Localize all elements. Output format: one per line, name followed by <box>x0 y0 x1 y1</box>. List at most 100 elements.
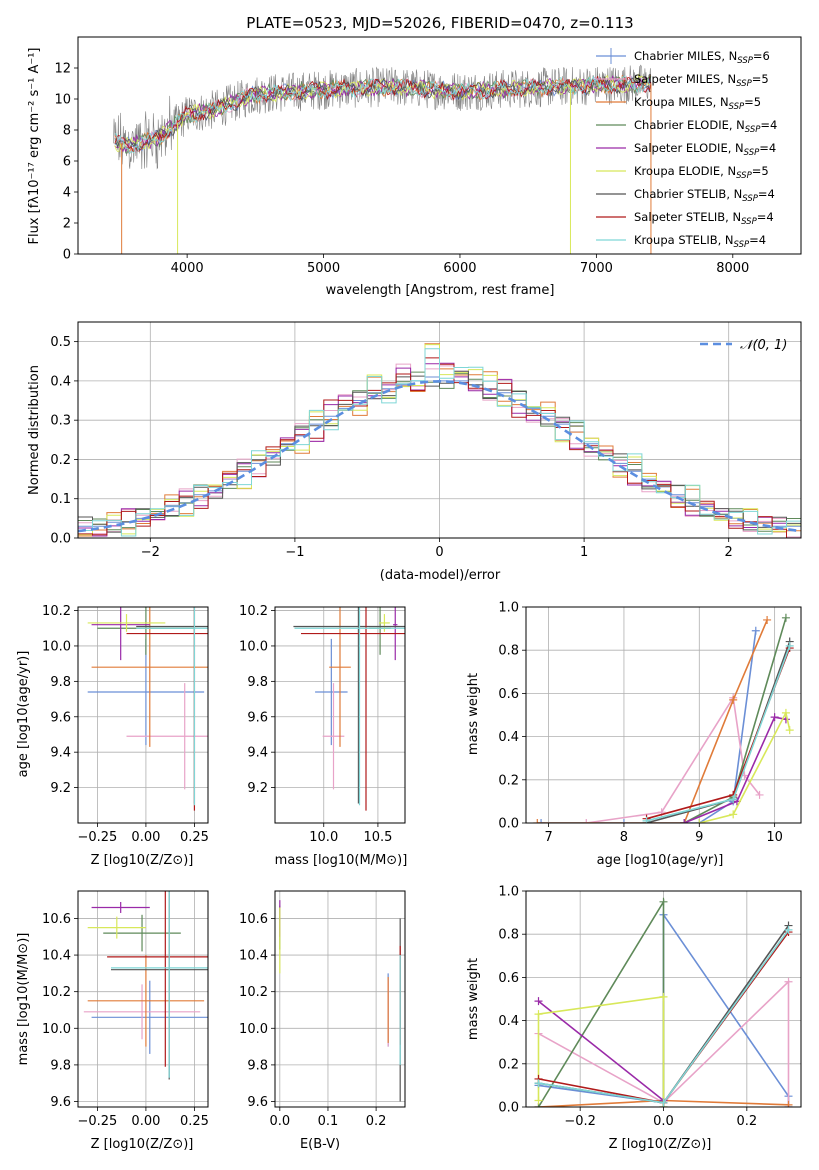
y-tick-label: 0.6 <box>498 971 519 986</box>
histogram-step-chabrier_stelib <box>78 370 801 533</box>
weight-marker-kroupa_elodie <box>659 992 668 1001</box>
x-tick-label: 8 <box>620 830 628 845</box>
axes-frame <box>77 36 802 255</box>
weight-marker-kroupa_stelib <box>659 1098 668 1107</box>
axes-frame <box>525 606 802 824</box>
y-tick-label: 0.5 <box>50 335 71 350</box>
legend-entry: Kroupa MILES, NSSP=5 <box>634 95 761 112</box>
plot-area <box>533 613 794 823</box>
model-spectrum-salpeter_elodie <box>114 75 652 153</box>
legend-tail: =4 <box>749 233 766 247</box>
x-tick-label: 4000 <box>171 261 204 276</box>
weight-marker-salpeter_miles <box>582 819 591 823</box>
y-tick-label: 0.8 <box>498 928 519 943</box>
mass-ebv-xlabel: E(B-V) <box>300 1137 340 1152</box>
legend-entry: Kroupa ELODIE, NSSP=5 <box>634 164 769 181</box>
legend-tail: =4 <box>758 187 775 201</box>
y-tick-label: 10.2 <box>239 985 268 1000</box>
y-tick-label: 9.6 <box>50 710 71 725</box>
spectrum-ylabel: Flux [fλ10⁻¹⁷ erg cm⁻² s⁻¹ A⁻¹] <box>27 48 42 245</box>
spectrum-panel: 4000 5000 6000 7000 8000 0 2 4 6 8 10 12 Chabrier MI… <box>54 36 802 276</box>
age-vs-z-panel: −0.25 0.00 0.25 9.2 9.4 9.6 9.8 10.0 10.2 <box>42 604 209 845</box>
y-tick-label: 10.0 <box>42 639 71 654</box>
y-tick-label: 9.4 <box>247 746 268 761</box>
legend-subscript: SSP <box>736 171 752 181</box>
legend-entry: Chabrier STELIB, NSSP=4 <box>634 187 775 204</box>
weight-marker-kroupa_miles <box>729 695 738 704</box>
x-tick-label: 9 <box>695 830 703 845</box>
x-tick-label: 7000 <box>580 261 613 276</box>
mass-vs-z-panel: −0.25 0.00 0.25 9.6 9.8 10.0 10.2 10.4 10.6 <box>42 890 209 1129</box>
legend-subscript: SSP <box>741 217 757 227</box>
x-tick-label: 10 <box>766 830 783 845</box>
weight-line-salpeter_elodie <box>683 716 787 823</box>
y-tick-label: 12 <box>54 62 71 77</box>
hist-ylabel: Normed distribution <box>27 365 42 495</box>
plot-area <box>113 64 652 254</box>
x-tick-label: 0.2 <box>366 1114 387 1129</box>
weight-marker-kroupa_stelib <box>784 925 793 934</box>
weight-marker-chabrier_miles <box>751 626 760 635</box>
legend-tail: =4 <box>759 141 776 155</box>
x-tick-label: 1 <box>580 545 588 560</box>
legend-subscript: SSP <box>737 56 753 66</box>
y-tick-label: 0.0 <box>498 817 519 832</box>
mass-vs-ebv-panel: 0.0 0.1 0.2 9.6 9.8 10.0 10.2 10.4 10.6 <box>239 890 406 1129</box>
y-tick-label: 9.6 <box>50 1095 71 1110</box>
y-tick-label: 9.8 <box>247 1058 268 1073</box>
plot-area <box>78 343 801 538</box>
y-tick-label: 0.4 <box>498 730 519 745</box>
weight-marker-salpeter_miles <box>784 977 793 986</box>
x-tick-label: −1 <box>285 545 304 560</box>
axes-frame <box>77 890 209 1108</box>
y-tick-label: 4 <box>63 186 71 201</box>
x-tick-label: 0.0 <box>269 1114 290 1129</box>
plot-area <box>279 900 401 1102</box>
weight-vs-age-panel: 7 8 9 10 0.0 0.2 0.4 0.6 0.8 1.0 <box>498 601 802 845</box>
y-tick-label: 9.2 <box>50 781 71 796</box>
legend-entry: Chabrier MILES, NSSP=6 <box>634 49 770 66</box>
weight-marker-kroupa_stelib <box>534 1079 543 1088</box>
axes-frame <box>77 606 209 824</box>
weight-marker-kroupa_miles <box>784 1100 793 1107</box>
age-z-ylabel: age [log10(age/yr)] <box>16 651 31 778</box>
x-tick-label: 0.2 <box>736 1114 757 1129</box>
weight-marker-salpeter_elodie <box>770 713 779 722</box>
legend-tail: =5 <box>744 95 761 109</box>
y-tick-label: 10.6 <box>239 912 268 927</box>
y-tick-label: 9.8 <box>247 675 268 690</box>
weight-marker-salpeter_elodie <box>680 819 689 823</box>
y-tick-label: 0.0 <box>498 1101 519 1116</box>
axes-frame <box>274 890 406 1108</box>
axes-frame <box>77 321 802 539</box>
weight-marker-kroupa_elodie <box>785 726 794 735</box>
x-tick-label: −0.25 <box>77 830 117 845</box>
legend-tail: =6 <box>753 49 770 63</box>
model-spectrum-salpeter_stelib <box>114 75 652 154</box>
weight-marker-kroupa_stelib <box>785 641 794 650</box>
y-tick-label: 0.2 <box>498 773 519 788</box>
weight-marker-kroupa_elodie <box>695 819 704 823</box>
model-spectrum-kroupa_stelib <box>114 75 651 155</box>
y-tick-label: 10.4 <box>42 949 71 964</box>
x-tick-label: 0.25 <box>180 830 209 845</box>
legend-entry: Salpeter STELIB, NSSP=4 <box>634 210 774 227</box>
y-tick-label: 9.6 <box>247 1095 268 1110</box>
x-tick-label: −2 <box>141 545 160 560</box>
plot-area <box>83 891 208 1080</box>
weight-marker-kroupa_miles <box>763 615 772 624</box>
weight-marker-chabrier_miles <box>537 819 546 823</box>
legend-subscript: SSP <box>736 79 752 89</box>
x-tick-label: 10.5 <box>363 830 392 845</box>
y-tick-label: 10.2 <box>239 604 268 619</box>
x-tick-label: −0.2 <box>564 1114 596 1129</box>
x-tick-label: 0.1 <box>318 1114 339 1129</box>
x-tick-label: 8000 <box>716 261 749 276</box>
legend-subscript: SSP <box>729 102 745 112</box>
plot-area <box>293 607 405 811</box>
weight-age-ylabel: mass weight <box>466 673 481 755</box>
axes-frame <box>274 606 406 824</box>
weight-z-ylabel: mass weight <box>466 958 481 1040</box>
y-tick-label: 10.4 <box>239 949 268 964</box>
plot-area <box>87 607 208 811</box>
